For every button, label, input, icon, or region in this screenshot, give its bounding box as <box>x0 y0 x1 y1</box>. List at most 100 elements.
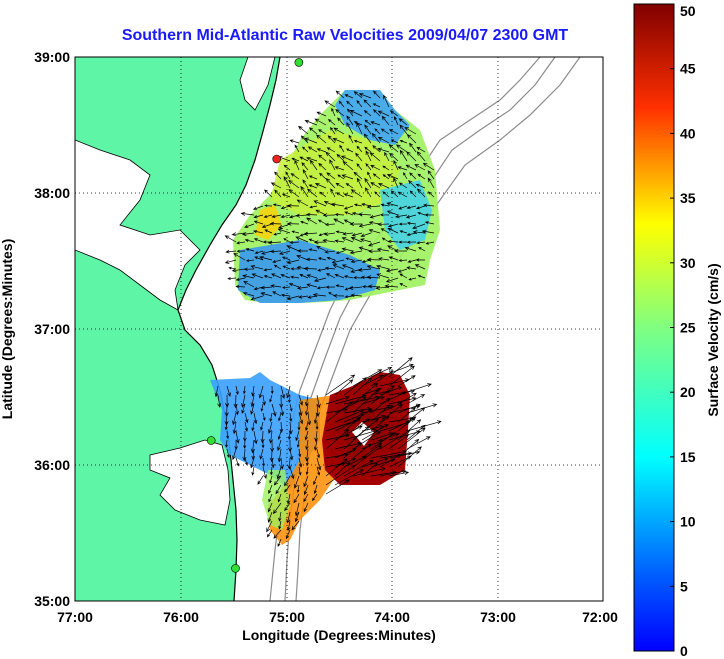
velocity-arrow <box>417 173 426 180</box>
velocity-arrow <box>366 257 381 262</box>
velocity-arrow <box>242 448 247 462</box>
velocity-arrow <box>352 445 383 468</box>
velocity-arrow <box>268 484 273 494</box>
velocity-arrow <box>324 266 336 270</box>
velocity-arrow <box>397 392 417 405</box>
velocity-arrow <box>307 146 318 153</box>
velocity-arrow <box>245 248 255 252</box>
velocity-arrow <box>273 232 282 236</box>
velocity-arrow <box>260 430 265 444</box>
velocity-arrow <box>304 403 309 416</box>
velocity-arrow <box>385 268 399 273</box>
velocity-arrow <box>266 520 273 533</box>
velocity-arrow <box>361 396 385 405</box>
velocity-arrow <box>350 259 363 264</box>
velocity-arrow <box>404 246 417 252</box>
velocity-arrow <box>424 221 435 225</box>
velocity-arrow <box>232 412 237 426</box>
velocity-arrow <box>269 448 274 463</box>
velocity-arrow <box>399 139 408 144</box>
velocity-arrow <box>253 229 264 234</box>
velocity-arrow <box>397 427 426 450</box>
velocity-arrow <box>376 273 390 279</box>
velocity-arrow <box>253 286 264 291</box>
y-axis: 39:00 38:00 37:00 36:00 35:00 Latitude (… <box>0 49 70 609</box>
velocity-arrow <box>251 421 255 432</box>
velocity-arrow <box>331 259 345 264</box>
x-axis: 77:00 76:00 75:00 74:00 73:00 72:00 Long… <box>57 609 618 643</box>
velocity-arrow <box>302 179 309 189</box>
velocity-arrow <box>361 462 378 477</box>
velocity-arrow <box>317 257 327 261</box>
velocity-arrow <box>372 145 381 153</box>
velocity-arrow <box>286 221 300 226</box>
velocity-arrow <box>289 466 295 480</box>
velocity-arrow <box>269 412 273 423</box>
velocity-arrow <box>349 110 363 117</box>
velocity-arrow <box>236 249 246 253</box>
velocity-arrow <box>243 439 247 449</box>
velocity-arrow <box>253 412 258 425</box>
velocity-arrow <box>373 90 381 99</box>
velocity-arrow <box>348 285 363 291</box>
velocity-arrow <box>318 232 327 236</box>
velocity-arrow <box>287 457 292 470</box>
velocity-arrow <box>406 205 417 210</box>
velocity-arrow <box>361 424 384 432</box>
velocity-arrow <box>241 232 255 237</box>
velocity-arrow <box>377 136 390 144</box>
velocity-arrow <box>260 421 264 431</box>
velocity-arrow <box>379 469 407 477</box>
velocity-arrow <box>370 366 393 378</box>
velocity-arrow <box>325 428 350 450</box>
colorbar-tick-label: 30 <box>680 255 696 271</box>
colorbar-tick-label: 15 <box>680 449 696 465</box>
velocity-arrow <box>270 385 274 395</box>
velocity-arrow <box>289 412 293 423</box>
velocity-arrow <box>289 403 293 412</box>
velocity-arrow <box>322 238 336 243</box>
colorbar-gradient <box>633 3 675 652</box>
velocity-arrow <box>298 466 302 476</box>
velocity-arrow <box>341 174 354 180</box>
velocity-arrow <box>370 165 381 171</box>
y-tick-label: 38:00 <box>34 185 70 201</box>
velocity-arrow <box>364 177 372 189</box>
velocity-arrow <box>382 165 390 171</box>
velocity-arrow <box>299 274 309 279</box>
velocity-arrow <box>296 255 309 261</box>
velocity-arrow <box>409 190 417 198</box>
velocity-arrow <box>286 259 300 265</box>
velocity-arrow <box>365 163 372 171</box>
velocity-arrow <box>278 412 282 422</box>
velocity-arrow <box>388 418 416 432</box>
velocity-arrow <box>290 267 300 271</box>
velocity-arrow <box>318 162 327 171</box>
velocity-arrow <box>423 203 435 208</box>
velocity-arrow <box>273 264 282 270</box>
velocity-arrow <box>267 502 273 513</box>
velocity-arrow <box>286 520 291 532</box>
velocity-arrow <box>330 126 336 135</box>
velocity-arrow <box>306 212 318 217</box>
velocity-arrow <box>231 448 237 461</box>
velocity-arrow <box>343 193 354 198</box>
velocity-arrow <box>308 127 318 135</box>
velocity-arrow <box>352 389 379 414</box>
y-tick-label: 35:00 <box>34 593 70 609</box>
velocity-arrow <box>225 439 228 448</box>
velocity-arrow <box>305 466 309 476</box>
velocity-arrow <box>318 154 327 162</box>
velocity-arrow <box>406 134 417 144</box>
velocity-arrow <box>348 134 354 144</box>
velocity-arrow <box>342 232 354 236</box>
velocity-arrow <box>366 204 381 209</box>
velocity-arrow <box>335 90 345 99</box>
velocity-arrow <box>233 253 246 261</box>
x-tick-label: 72:00 <box>582 609 618 625</box>
velocity-arrow <box>324 100 336 108</box>
velocity-arrow <box>277 493 282 503</box>
velocity-arrow <box>358 92 372 99</box>
velocity-arrow <box>416 151 426 162</box>
